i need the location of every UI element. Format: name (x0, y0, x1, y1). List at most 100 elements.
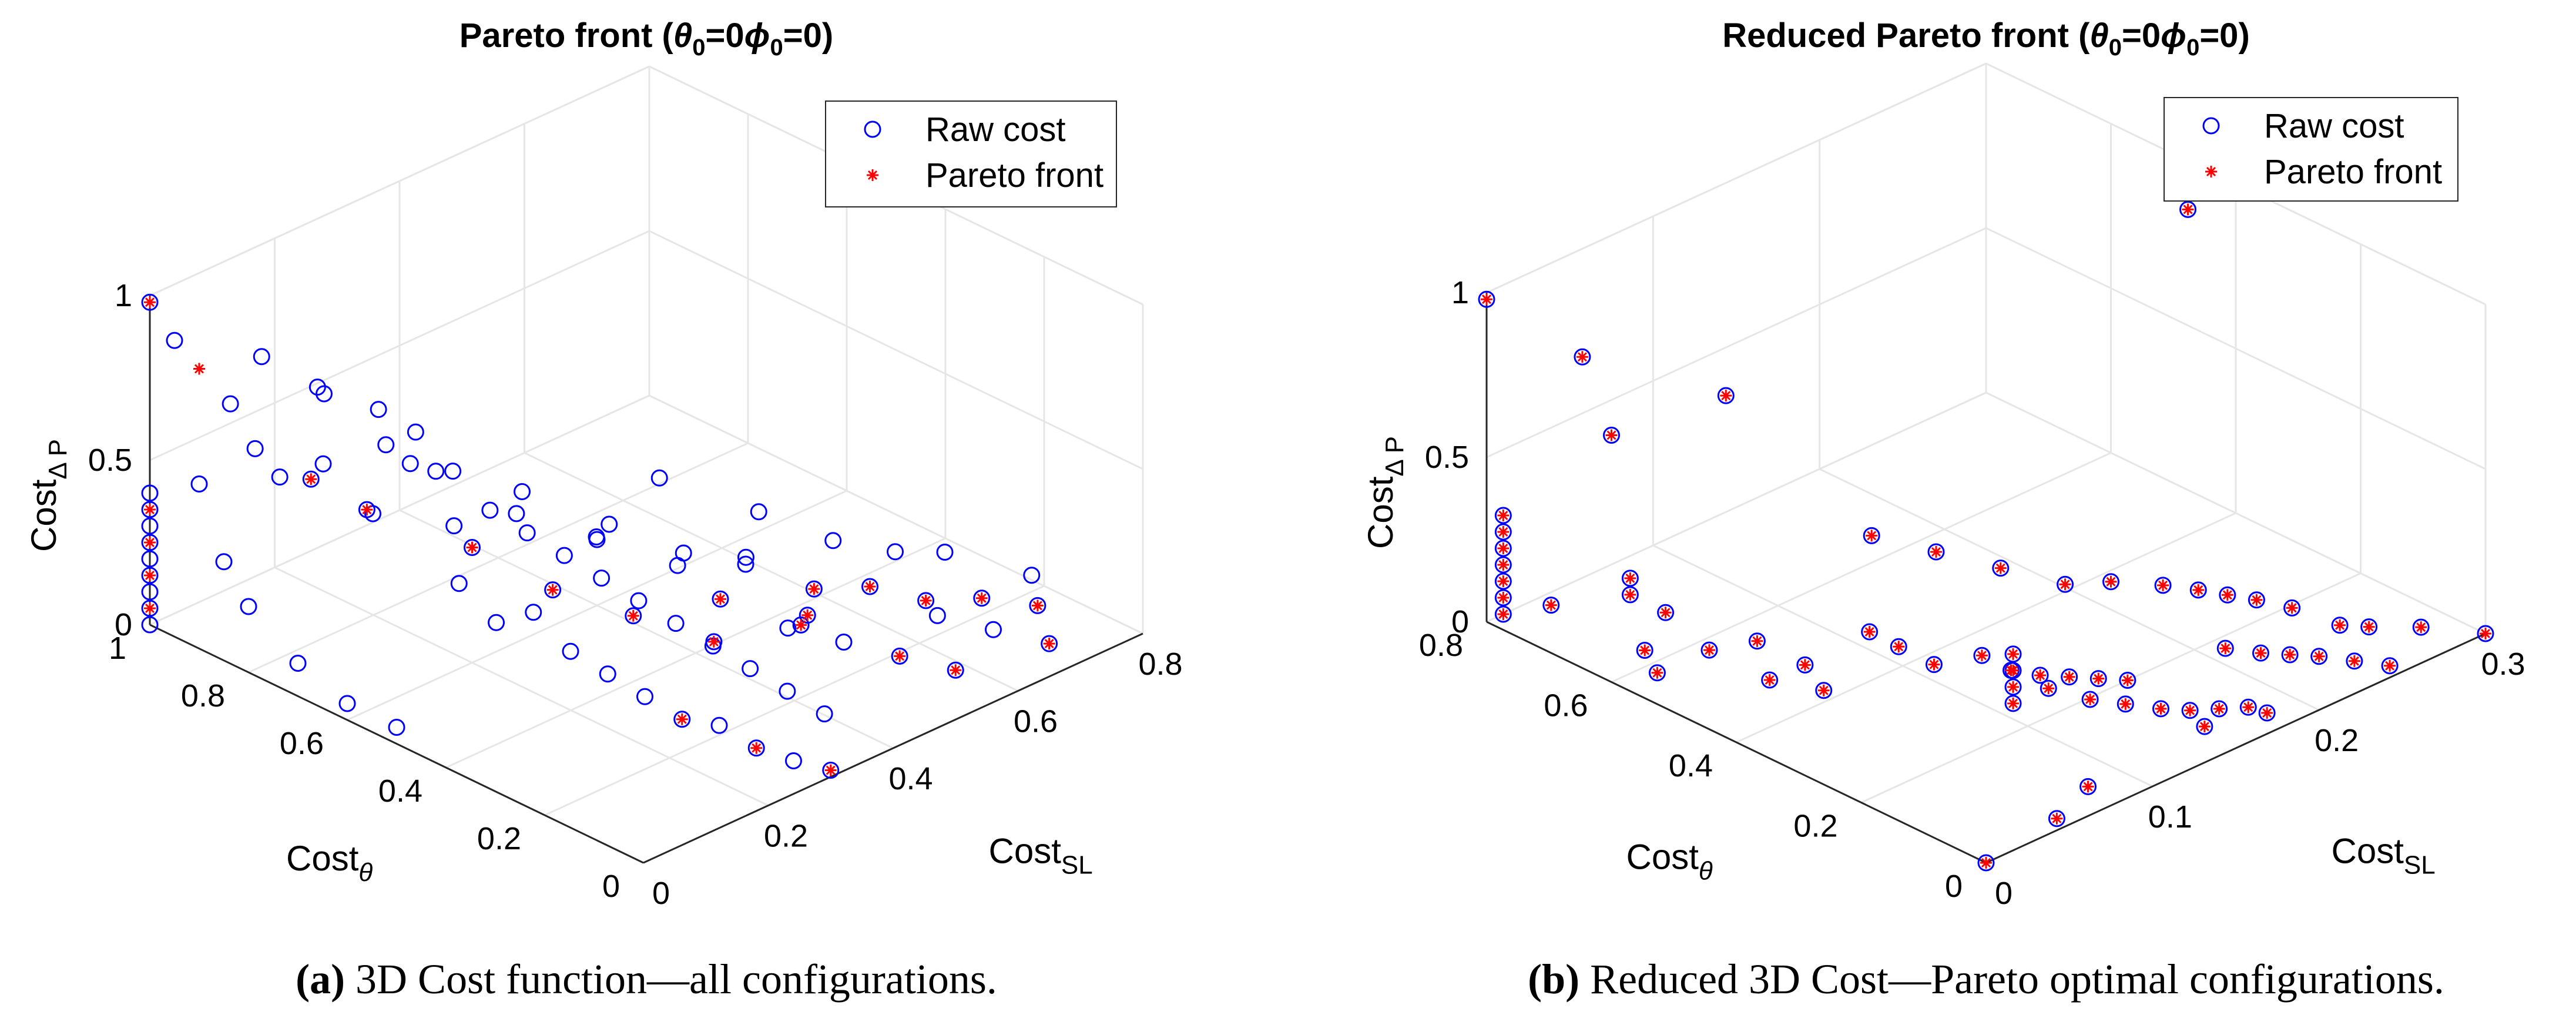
raw-cost-point (141, 534, 159, 551)
raw-cost-point (2252, 644, 2269, 662)
raw-cost-point (747, 739, 765, 757)
back-wall-gridline (149, 230, 650, 461)
asterisk-stroke (1929, 659, 1939, 669)
z-axis-label: CostΔ P (24, 439, 72, 552)
pareto-front-point (2480, 628, 2491, 639)
side-wall-gridline (1985, 391, 2486, 635)
asterisk-stroke (145, 570, 155, 581)
pareto-front-point (2184, 704, 2196, 716)
floor-gridline (399, 509, 894, 749)
raw-cost-point (588, 531, 606, 548)
raw-cost-point (1863, 527, 1880, 544)
pareto-front-point (2284, 648, 2296, 661)
asterisk-stroke (1625, 573, 1635, 583)
asterisk-stroke (1652, 668, 1662, 678)
raw-cost-point (835, 634, 853, 651)
raw-cost-point (625, 607, 642, 625)
raw-cost-point (947, 661, 964, 679)
pareto-front-point (2384, 659, 2396, 672)
pareto-front-point (1043, 638, 1055, 650)
raw-cost-point (917, 592, 935, 609)
y-tick-label: 0.2 (477, 821, 521, 856)
asterisk-stroke (1931, 547, 1941, 557)
pareto-front-point (1980, 857, 1992, 869)
legend-raw-marker (864, 120, 881, 138)
z-tick-label: 0.5 (1425, 440, 1469, 475)
raw-cost-point (2360, 618, 2378, 636)
pareto-front-point (1866, 530, 1878, 542)
y-axis-label-sub: θ (358, 858, 373, 887)
asterisk-stroke (1498, 576, 1508, 587)
y-tick-label: 0.6 (1544, 688, 1588, 723)
raw-cost-point (444, 463, 462, 480)
pareto-front-point (1497, 526, 1510, 538)
raw-cost-point (141, 616, 159, 634)
raw-cost-point (401, 455, 419, 473)
asterisk-stroke (2083, 782, 2093, 792)
raw-cost-point (215, 553, 233, 571)
z-tick-label: 0.5 (88, 443, 132, 478)
floor-gridline (248, 442, 749, 674)
y-tick-label: 0.8 (181, 678, 225, 714)
raw-cost-point (488, 614, 505, 631)
asterisk-stroke (809, 584, 819, 594)
floor-gridline (1860, 572, 2362, 803)
raw-cost-point (2281, 646, 2299, 664)
pareto-front-point (144, 570, 156, 581)
pareto-front-point (2042, 682, 2055, 695)
raw-cost-point (544, 581, 562, 599)
raw-cost-point (2040, 679, 2057, 697)
z-tick-label: 1 (115, 278, 132, 313)
pareto-front-point (975, 592, 988, 604)
raw-cost-point (141, 501, 159, 518)
raw-cost-point (2283, 599, 2301, 617)
asterisk-stroke (709, 637, 719, 647)
floor-gridline (524, 452, 1019, 692)
raw-cost-point (985, 621, 1002, 638)
raw-cost-point (555, 547, 573, 564)
x-axis-line (1985, 632, 2486, 864)
raw-cost-point (166, 331, 183, 349)
raw-cost-point (2117, 695, 2134, 713)
panel-b-raw-cost-series (1478, 200, 2494, 872)
raw-cost-point (1700, 641, 1718, 659)
x-tick-label: 0.2 (764, 819, 808, 854)
raw-cost-point (2179, 200, 2197, 218)
raw-cost-point (2154, 577, 2172, 594)
raw-cost-point (2381, 657, 2399, 675)
raw-cost-point (1973, 647, 1991, 664)
asterisk-stroke (2243, 702, 2253, 712)
raw-cost-point (222, 395, 239, 413)
raw-cost-point (562, 642, 579, 660)
legend-pareto-marker (867, 169, 878, 181)
pareto-front-point (1639, 644, 1651, 656)
pareto-front-point (2121, 674, 2134, 686)
x-axis-label-sub: SL (1061, 851, 1093, 880)
raw-cost-point (650, 469, 668, 487)
raw-cost-point (407, 423, 424, 441)
pareto-front-point (1497, 575, 1510, 587)
asterisk-stroke (145, 297, 155, 307)
raw-cost-point (601, 515, 618, 533)
pareto-front-point (2192, 584, 2205, 596)
legend-raw-label: Raw cost (925, 110, 1066, 149)
pareto-front-point (2007, 697, 2020, 709)
y-axis-label-sub: θ (1699, 857, 1713, 886)
pareto-front-point (2119, 698, 2132, 710)
raw-cost-point (2258, 704, 2276, 722)
side-wall-gridline (649, 394, 1143, 635)
pareto-front-point (1659, 607, 1672, 619)
asterisk-stroke (1481, 294, 1492, 304)
legend-pareto-marker (2205, 166, 2217, 177)
x-axis-label-sub: SL (2404, 851, 2436, 880)
raw-cost-point (508, 505, 525, 522)
x-tick-label: 0 (652, 876, 670, 911)
y-tick-label: 0 (1945, 869, 1963, 904)
asterisk-stroke (2222, 590, 2232, 600)
pareto-front-point (546, 584, 559, 596)
raw-cost-point (2239, 698, 2257, 716)
asterisk-stroke (1640, 645, 1650, 655)
pareto-front-point (920, 594, 932, 607)
